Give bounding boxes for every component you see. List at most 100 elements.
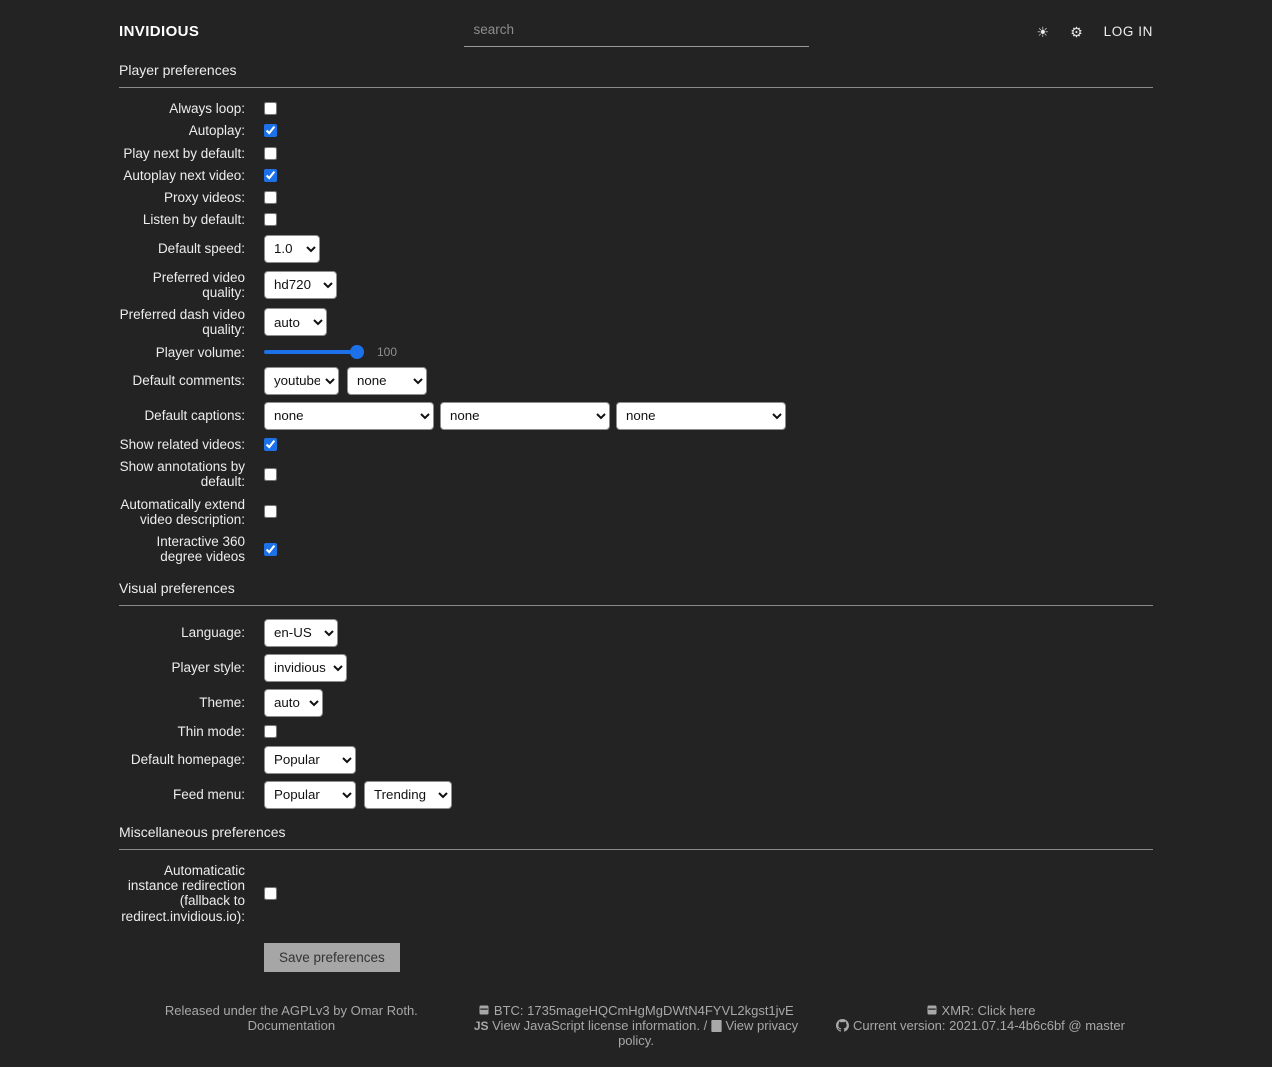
version-value: 2021.07.14-4b6c6bf @ master — [949, 1018, 1125, 1034]
listen-label: Listen by default: — [142, 212, 245, 228]
volume-slider[interactable] — [264, 345, 364, 360]
video-quality-select[interactable]: hd720 — [264, 270, 337, 299]
footer-license-text: Released under the AGPLv3 by Omar Roth. — [164, 1002, 418, 1018]
proxy-videos-checkbox[interactable] — [264, 191, 277, 205]
related-label: Show related videos: — [119, 436, 245, 452]
version-label: Current version: — [853, 1018, 950, 1034]
related-videos-checkbox[interactable] — [264, 437, 277, 451]
volume-label: Player volume: — [155, 344, 245, 360]
player-style-select[interactable]: invidious — [264, 653, 347, 682]
github-icon — [836, 1018, 850, 1032]
comments-first-select[interactable]: youtube — [264, 366, 339, 395]
login-link[interactable]: LOG IN — [1103, 24, 1153, 39]
pref-row-autoplay-next: Autoplay next video: — [119, 168, 1153, 183]
comments-second-select[interactable]: none — [347, 366, 427, 395]
pref-row-autoplay: Autoplay: — [119, 123, 1153, 138]
pref-row-vr360: Interactive 360 degree videos — [119, 534, 1153, 565]
search-form — [463, 16, 809, 47]
footer-donate-column: BTC: 1735mageHQCmHgMgDWtN4FYVL2kgst1jvE … — [464, 1003, 809, 1049]
autoplay-checkbox[interactable] — [264, 124, 277, 138]
pref-row-extend-desc: Automatically extend video description: — [119, 497, 1153, 528]
coin-icon — [479, 1005, 489, 1015]
volume-value: 100 — [377, 345, 398, 360]
xmr-link[interactable]: Click here — [977, 1002, 1036, 1018]
proxy-videos-label: Proxy videos: — [163, 190, 245, 205]
search-input[interactable] — [463, 16, 809, 47]
annotations-label: Show annotations by default: — [119, 459, 245, 490]
footer-separator: / — [699, 1018, 711, 1034]
captions-first-select[interactable]: none — [264, 401, 434, 430]
pref-row-volume: Player volume: 100 — [119, 345, 1153, 360]
autoplay-next-label: Autoplay next video: — [123, 167, 245, 183]
player-style-label: Player style: — [171, 659, 245, 675]
play-next-label: Play next by default: — [123, 145, 245, 161]
language-select[interactable]: en-US — [264, 618, 338, 647]
pref-row-related: Show related videos: — [119, 437, 1153, 452]
extend-desc-label: Automatically extend video description: — [120, 496, 245, 527]
pref-row-always-loop: Always loop: — [119, 101, 1153, 116]
pref-row-dash-quality: Preferred dash video quality: auto — [119, 307, 1153, 338]
pref-row-speed: Default speed: 1.0 — [119, 234, 1153, 263]
pref-row-player-style: Player style: invidious — [119, 653, 1153, 682]
autoplay-next-checkbox[interactable] — [264, 168, 277, 182]
dash-quality-label: Preferred dash video quality: — [119, 307, 245, 338]
js-icon: JS — [473, 1019, 489, 1034]
save-preferences-button[interactable]: Save preferences — [264, 942, 400, 972]
extend-desc-checkbox[interactable] — [264, 505, 277, 519]
always-loop-checkbox[interactable] — [264, 102, 277, 116]
documentation-link[interactable]: Documentation — [247, 1018, 336, 1034]
annotations-checkbox[interactable] — [264, 467, 277, 481]
homepage-select[interactable]: Popular — [264, 745, 356, 774]
comments-label: Default comments: — [132, 373, 245, 389]
feed-menu-second-select[interactable]: Trending — [364, 780, 452, 809]
vr360-label: Interactive 360 degree videos — [156, 534, 245, 565]
feed-menu-first-select[interactable]: Popular — [264, 780, 356, 809]
footer: Released under the AGPLv3 by Omar Roth. … — [119, 1003, 1153, 1067]
pref-row-theme: Theme: auto — [119, 688, 1153, 717]
default-speed-select[interactable]: 1.0 — [264, 234, 320, 263]
js-license-link[interactable]: View JavaScript license information. — [492, 1018, 700, 1034]
vr360-checkbox[interactable] — [264, 542, 277, 556]
pref-row-quality: Preferred video quality: hd720 — [119, 270, 1153, 301]
play-next-checkbox[interactable] — [264, 146, 277, 160]
homepage-label: Default homepage: — [130, 752, 245, 768]
captions-second-select[interactable]: none — [440, 401, 610, 430]
pref-row-proxy-videos: Proxy videos: — [119, 190, 1153, 205]
app-logo[interactable]: INVIDIOUS — [119, 23, 200, 40]
captions-third-select[interactable]: none — [616, 401, 786, 430]
player-preferences-title: Player preferences — [119, 62, 1153, 88]
captions-label: Default captions: — [144, 408, 245, 424]
gear-icon[interactable]: ⚙ — [1070, 23, 1083, 40]
dash-quality-select[interactable]: auto — [264, 308, 327, 337]
speed-label: Default speed: — [157, 240, 245, 256]
language-label: Language: — [181, 624, 245, 640]
always-loop-label: Always loop: — [169, 101, 245, 116]
pref-row-thin-mode: Thin mode: — [119, 724, 1153, 739]
btc-address: BTC: 1735mageHQCmHgMgDWtN4FYVL2kgst1jvE — [493, 1002, 794, 1018]
pref-row-comments: Default comments: youtube none — [119, 366, 1153, 395]
pref-row-auto-redirect: Automaticatic instance redirection (fall… — [119, 863, 1153, 924]
xmr-label: XMR: — [941, 1002, 978, 1018]
save-row: Save preferences — [264, 942, 1153, 972]
document-icon — [711, 1019, 722, 1032]
auto-redirect-checkbox[interactable] — [264, 886, 277, 900]
listen-checkbox[interactable] — [264, 213, 277, 227]
feed-menu-label: Feed menu: — [172, 787, 245, 803]
pref-row-captions: Default captions: none none none — [119, 401, 1153, 430]
pref-row-language: Language: en-US — [119, 618, 1153, 647]
theme-select[interactable]: auto — [264, 688, 323, 717]
page-container: INVIDIOUS ☀ ⚙ LOG IN Player preferences … — [119, 0, 1153, 1067]
pref-row-homepage: Default homepage: Popular — [119, 745, 1153, 774]
visual-preferences-title: Visual preferences — [119, 580, 1153, 606]
pref-row-feed-menu: Feed menu: Popular Trending — [119, 780, 1153, 809]
footer-license-column: Released under the AGPLv3 by Omar Roth. … — [119, 1003, 464, 1049]
quality-label: Preferred video quality: — [152, 269, 245, 300]
autoplay-label: Autoplay: — [188, 123, 245, 139]
pref-row-annotations: Show annotations by default: — [119, 459, 1153, 490]
auto-redirect-label: Automaticatic instance redirection (fall… — [121, 862, 245, 924]
thin-mode-checkbox[interactable] — [264, 724, 277, 738]
misc-preferences-title: Miscellaneous preferences — [119, 824, 1153, 850]
sun-icon[interactable]: ☀ — [1036, 23, 1050, 40]
footer-version-column: XMR: Click here Current version: 2021.07… — [808, 1003, 1153, 1049]
theme-label: Theme: — [199, 694, 245, 710]
